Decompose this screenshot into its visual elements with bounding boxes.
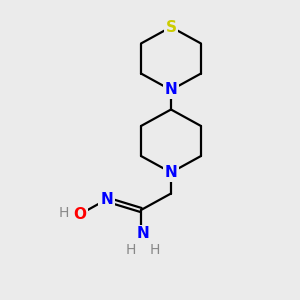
- Text: N: N: [165, 165, 177, 180]
- Text: H: H: [149, 244, 160, 257]
- Text: S: S: [166, 20, 176, 34]
- Text: H: H: [125, 244, 136, 257]
- Text: N: N: [165, 82, 177, 98]
- Text: H: H: [59, 206, 69, 220]
- Text: N: N: [136, 226, 149, 242]
- Text: O: O: [73, 207, 86, 222]
- Text: N: N: [100, 192, 113, 207]
